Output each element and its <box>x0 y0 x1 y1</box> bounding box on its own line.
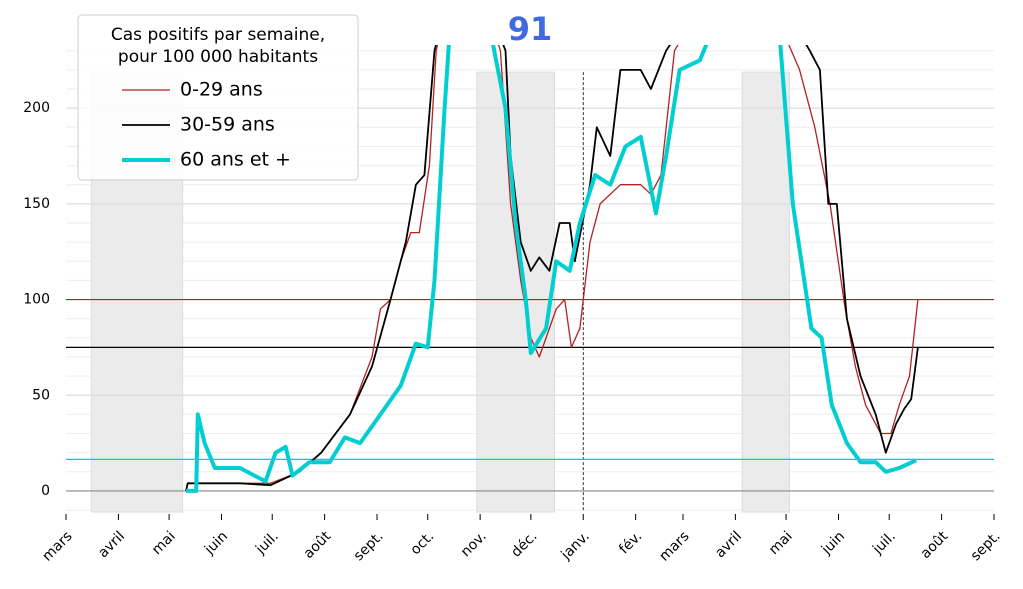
x-tick-label: juin <box>818 528 848 558</box>
x-tick-label: sept. <box>968 528 1004 564</box>
legend-title: pour 100 000 habitants <box>118 47 318 67</box>
series-line <box>185 45 919 492</box>
x-tick-label: fév. <box>616 528 645 557</box>
legend-label: 0-29 ans <box>180 79 263 101</box>
legend-label: 30-59 ans <box>180 114 275 136</box>
x-tick-label: juil. <box>869 528 899 558</box>
lockdown-span <box>476 71 556 513</box>
lockdown-span <box>741 71 790 513</box>
series-line <box>185 45 919 492</box>
y-tick-label: 100 <box>23 292 50 308</box>
y-tick-label: 200 <box>23 100 50 116</box>
x-tick-label: juin <box>201 528 231 558</box>
x-tick-label: mars <box>39 528 75 564</box>
plot-lines <box>185 45 919 493</box>
legend-box <box>77 14 359 181</box>
x-tick-label: oct. <box>408 528 438 558</box>
x-tick-label: sept. <box>351 528 387 564</box>
x-tick-label: avril <box>712 528 745 561</box>
x-tick-label: nov. <box>458 528 490 560</box>
x-tick-label: janv. <box>558 528 593 563</box>
x-tick-label: déc. <box>508 528 540 560</box>
x-tick-label: août <box>918 528 952 562</box>
chart-title: 91 <box>508 10 553 48</box>
x-tick-label: mars <box>656 528 692 564</box>
y-tick-label: 0 <box>41 483 50 499</box>
x-tick-label: juil. <box>252 528 282 558</box>
series-line <box>186 45 918 493</box>
x-tick-label: avril <box>95 528 128 561</box>
legend-title: Cas positifs par semaine, <box>111 25 325 45</box>
legend-label: 60 ans et + <box>180 149 291 171</box>
x-tick-label: mai <box>149 528 179 558</box>
x-tick-label: mai <box>766 528 796 558</box>
y-tick-label: 50 <box>32 387 50 403</box>
y-tick-label: 150 <box>23 196 50 212</box>
x-tick-label: août <box>301 528 335 562</box>
